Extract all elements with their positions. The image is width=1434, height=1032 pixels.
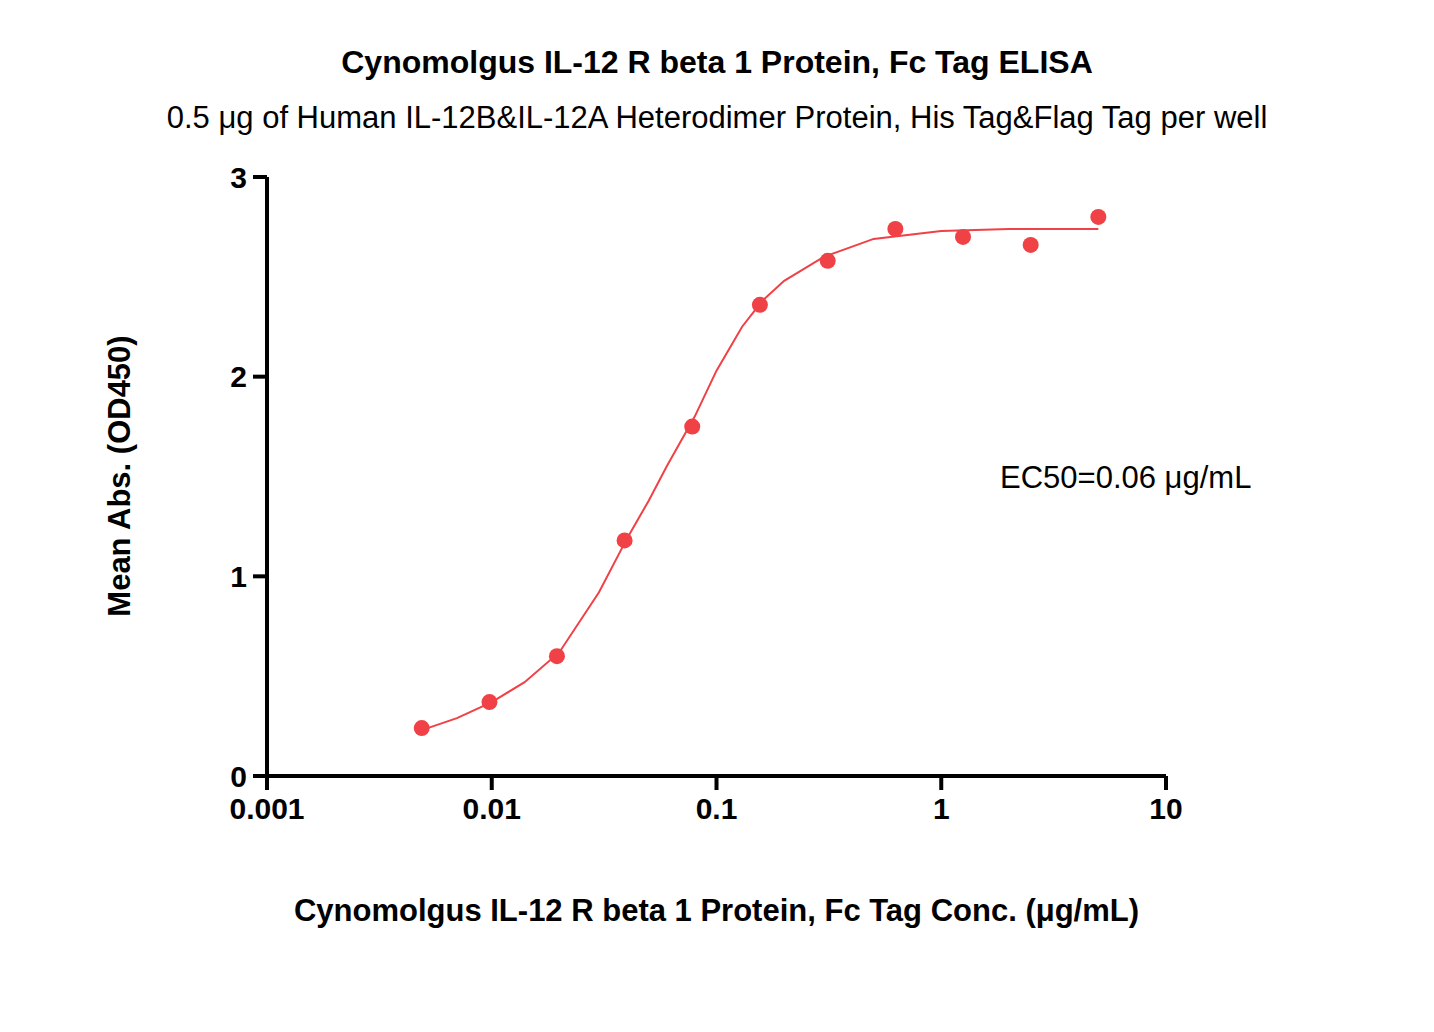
svg-text:0.1: 0.1 bbox=[696, 792, 738, 825]
svg-text:1: 1 bbox=[230, 560, 247, 593]
svg-text:1: 1 bbox=[933, 792, 950, 825]
svg-text:3: 3 bbox=[230, 161, 247, 194]
svg-text:0: 0 bbox=[230, 760, 247, 793]
html-text:Cynomolgus IL-12 R beta 1 Prot: Cynomolgus IL-12 R beta 1 Protein, Fc Ta… bbox=[293, 893, 1140, 928]
svg-text:0.001: 0.001 bbox=[229, 792, 304, 825]
svg-text:0.01: 0.01 bbox=[463, 792, 521, 825]
html-text:EC50=0.06 μg/mL: EC50=0.06 μg/mL bbox=[1000, 460, 1252, 495]
html-text:0.5 μg of Human IL-12B&IL-12A: 0.5 μg of Human IL-12B&IL-12A Heterodime… bbox=[166, 100, 1268, 135]
svg-text:2: 2 bbox=[230, 360, 247, 393]
html-text:Cynomolgus IL-12 R beta 1 Prot: Cynomolgus IL-12 R beta 1 Protein, Fc Ta… bbox=[341, 44, 1093, 80]
svg-text:10: 10 bbox=[1149, 792, 1182, 825]
html-text:Mean Abs. (OD450): Mean Abs. (OD450) bbox=[102, 335, 137, 617]
